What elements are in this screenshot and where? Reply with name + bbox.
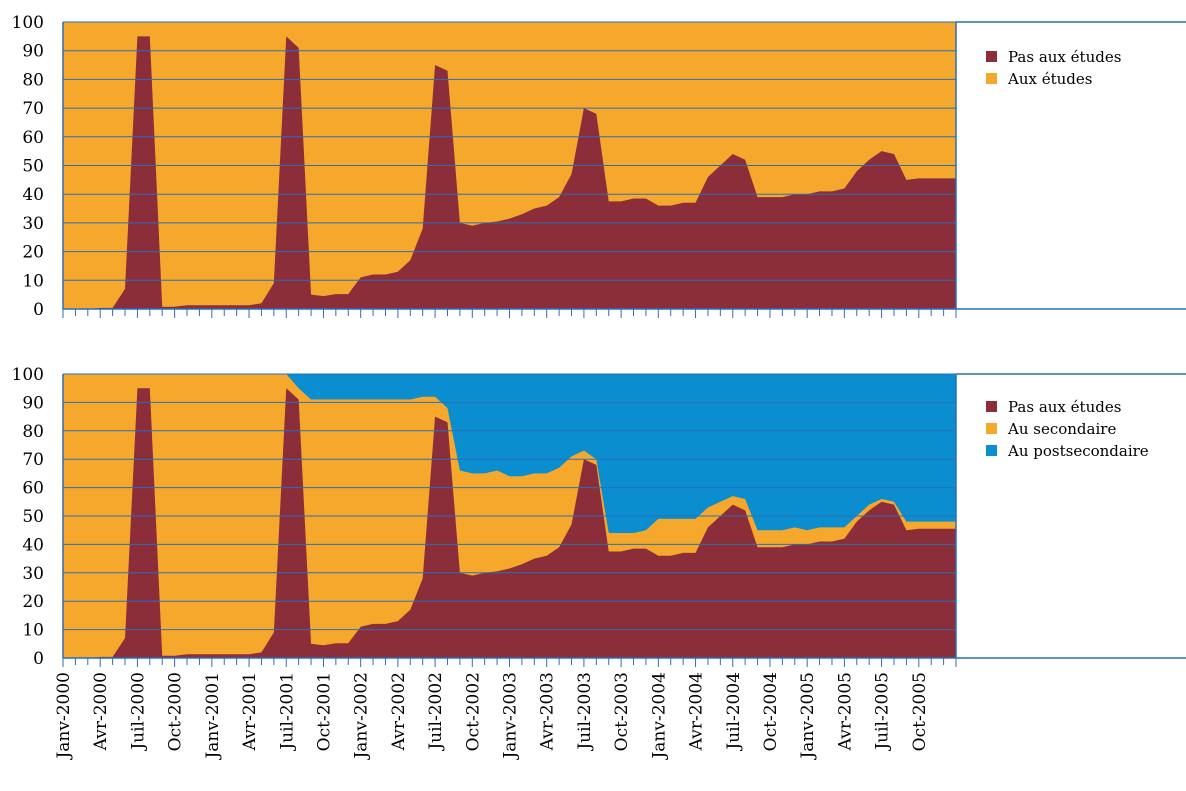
- x-tick-label: Oct-2003: [612, 672, 632, 751]
- legend-label: Pas aux études: [1008, 398, 1121, 416]
- x-tick-label: Juil-2005: [873, 672, 893, 752]
- y-tick-label: 20: [22, 243, 44, 263]
- x-tick-label: Oct-2004: [761, 672, 781, 751]
- x-tick-label: Juil-2000: [128, 672, 148, 752]
- x-tick-label: Janv-2000: [54, 672, 74, 761]
- legend-swatch: [986, 423, 997, 434]
- y-tick-label: 30: [22, 214, 44, 234]
- y-tick-label: 90: [22, 42, 44, 62]
- x-tick-label: Avr-2000: [91, 672, 111, 751]
- legend-label: Au secondaire: [1007, 420, 1116, 438]
- x-tick-label: Oct-2002: [463, 672, 483, 751]
- x-tick-label: Juil-2004: [724, 672, 744, 752]
- y-tick-label: 100: [12, 365, 44, 385]
- legend-label: Pas aux études: [1008, 48, 1121, 66]
- y-tick-label: 40: [22, 535, 44, 555]
- x-tick-label: Avr-2001: [240, 672, 260, 751]
- y-tick-label: 50: [22, 157, 44, 177]
- y-tick-label: 40: [22, 185, 44, 205]
- legend-swatch: [986, 73, 997, 84]
- y-tick-label: 0: [33, 300, 44, 320]
- x-tick-label: Janv-2005: [798, 672, 818, 761]
- area-au-postsecondaire: [63, 374, 956, 534]
- y-tick-label: 20: [22, 592, 44, 612]
- x-tick-label: Avr-2005: [835, 672, 855, 751]
- chart-bottom-education-level: 0 10 20 30 40 50 60 70 80 90 100 Pas aux études Au s…: [12, 365, 1186, 669]
- y-tick-label: 50: [22, 507, 44, 527]
- x-axis-tick-labels: Janv-2000 Avr-2000 Juil-2000 Oct-2000 Janv-2…: [54, 672, 930, 761]
- legend-swatch: [986, 401, 997, 412]
- x-tick-label: Oct-2000: [166, 672, 186, 751]
- y-tick-label: 80: [22, 70, 44, 90]
- x-tick-label: Janv-2002: [352, 672, 372, 761]
- x-tick-label: Avr-2002: [389, 672, 409, 751]
- x-tick-label: Janv-2003: [501, 672, 521, 761]
- x-tick-label: Avr-2004: [687, 672, 707, 751]
- y-tick-label: 70: [22, 450, 44, 470]
- x-tick-label: Oct-2001: [314, 672, 334, 751]
- chart-top-student-status: 0 10 20 30 40 50 60 70 80 90 100 Pas aux études Aux …: [12, 13, 1186, 320]
- legend-swatch: [986, 51, 997, 62]
- x-tick-label: Janv-2001: [203, 672, 223, 761]
- x-tick-label: Juil-2001: [277, 672, 297, 752]
- y-tick-label: 10: [22, 621, 44, 641]
- x-tick-label: Juil-2002: [426, 672, 446, 752]
- y-tick-label: 0: [33, 649, 44, 669]
- legend-label: Au postsecondaire: [1007, 442, 1149, 460]
- area-pas-aux-etudes: [63, 36, 956, 309]
- y-tick-label: 60: [22, 128, 44, 148]
- y-tick-label: 60: [22, 479, 44, 499]
- y-tick-label: 80: [22, 422, 44, 442]
- y-tick-label: 100: [12, 13, 44, 33]
- x-tick-label: Oct-2005: [910, 672, 930, 751]
- x-tick-label: Avr-2003: [538, 672, 558, 751]
- area-pas-aux-etudes: [63, 388, 956, 658]
- x-tick-label: Janv-2004: [649, 672, 669, 761]
- legend-swatch: [986, 445, 997, 456]
- legend-label: Aux études: [1007, 70, 1092, 88]
- y-tick-label: 10: [22, 271, 44, 291]
- x-tick-label: Juil-2003: [575, 672, 595, 752]
- y-tick-label: 70: [22, 99, 44, 119]
- y-tick-label: 90: [22, 393, 44, 413]
- y-tick-label: 30: [22, 564, 44, 584]
